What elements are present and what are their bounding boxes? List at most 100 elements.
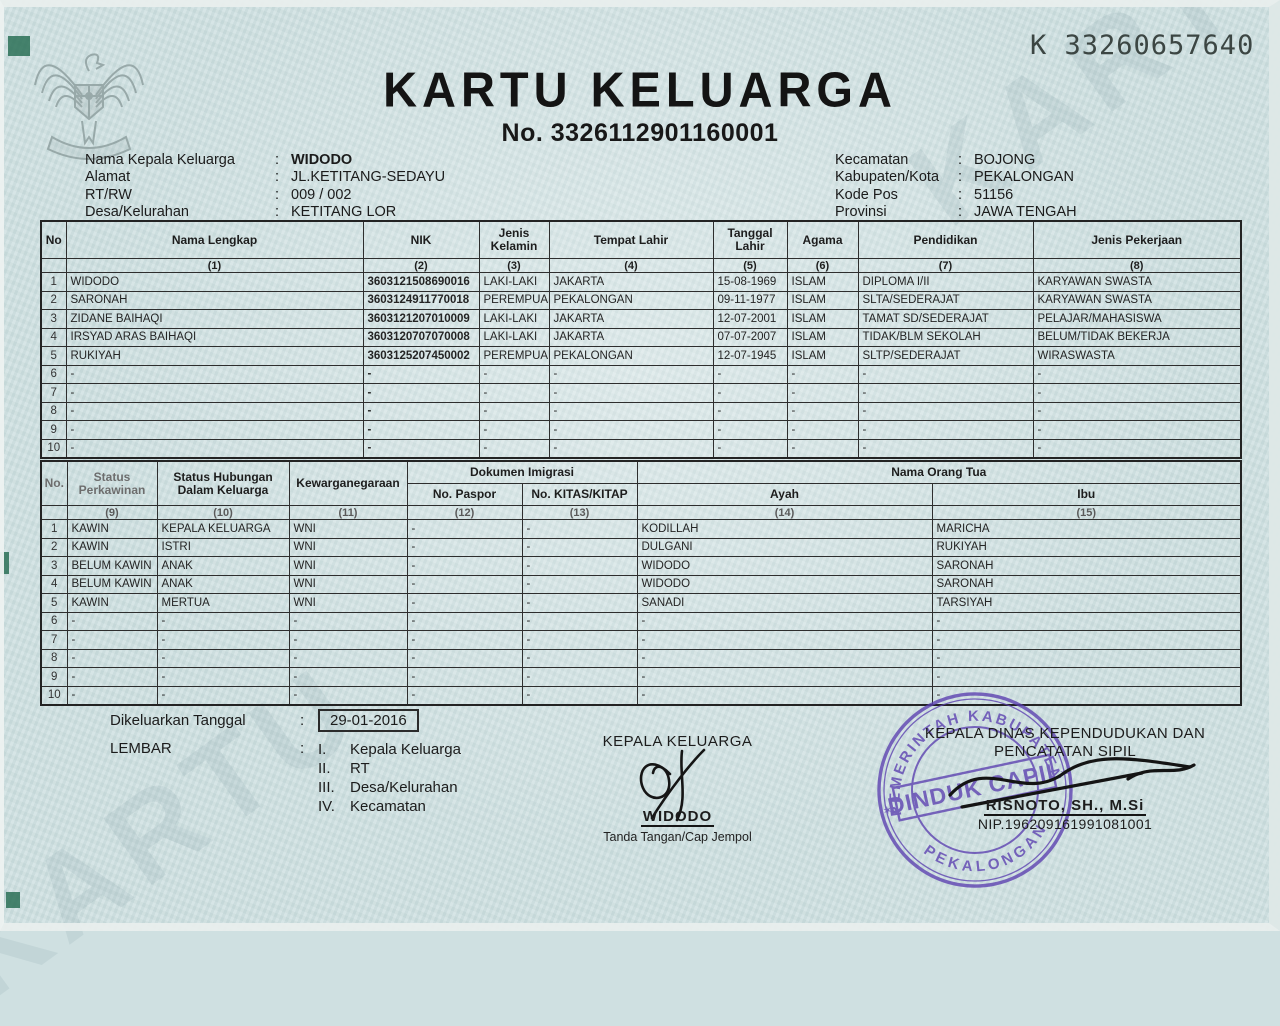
column-header: Tanggal Lahir [712,220,788,259]
colon: : [275,186,280,203]
column-header: Tempat Lahir [548,220,714,259]
table-cell: - [65,438,364,459]
column-header: Jenis Kelamin [478,220,550,259]
info-row: Provinsi: JAWA TENGAH [835,204,1077,221]
table-cell: 1 [40,272,67,292]
table-row: 8------- [40,648,1242,668]
info-label: RT/RW [85,186,132,203]
signatory-title-line2: PENCATATAN SIPIL [993,743,1137,760]
table-cell: - [712,364,788,384]
column-header: (9) [66,505,158,520]
table-cell: - [362,438,480,459]
colon: : [275,152,280,168]
table-cell: 6 [40,364,67,384]
table-cell: - [1032,364,1242,384]
table-cell: WNI [288,519,408,539]
table-cell: - [65,383,364,403]
table-cell: - [288,648,408,668]
table-cell: - [636,648,933,668]
table-cell: - [406,648,523,668]
table-cell: - [786,364,859,384]
table-cell: - [66,667,158,687]
table-cell: - [66,648,158,668]
column-header: Status Hubungan Dalam Keluarga [156,460,290,506]
column-header: (12) [406,505,523,520]
table-cell: WIRASWASTA [1032,346,1242,366]
info-value: 009 / 002 [291,186,352,203]
info-value: JAWA TENGAH [974,204,1077,221]
column-header: (8) [1032,258,1242,273]
table-cell: SLTA/SEDERAJAT [857,290,1034,310]
table-cell: ISLAM [786,346,859,366]
column-header: Pendidikan [857,220,1034,259]
table-cell: - [156,611,290,631]
table-cell: - [521,556,638,576]
table-row: 5 KAWIN MERTUA WNI - - SANADI TARSIYAH [40,593,1242,613]
info-value: BOJONG [974,152,1036,168]
table-row: 10- - - - - - - - [40,438,1242,459]
garuda-emblem-icon [34,53,144,160]
table-cell: - [548,364,714,384]
lembar-item-label: Kepala Keluarga [350,741,461,758]
table-cell: 09-11-1977 [712,290,788,310]
table-cell: 12-07-2001 [712,309,788,329]
table-cell: TIDAK/BLM SEKOLAH [857,327,1034,347]
colon: : [958,152,963,168]
issued-date-value: 29-01-2016 [318,709,419,732]
table-row: 3 BELUM KAWIN ANAK WNI - - WIDODO SARONAH [40,556,1242,576]
table-cell: 10 [40,438,67,459]
table-cell: - [156,648,290,668]
head-of-family-signature-block: KEPALA KELUARGA WIDODO Tanda Tangan/Cap … [570,733,785,844]
table-cell: WNI [288,574,408,594]
lembar-row: LEMBAR : I. Kepala Keluarga II. RT III. Desa/… [110,740,461,816]
lembar-item-numeral: III. [318,779,335,796]
table-cell: PEKALONGAN [548,346,714,366]
table-cell: - [406,667,523,687]
table-cell: - [65,364,364,384]
table-cell: - [786,420,859,440]
table-cell: - [521,574,638,594]
table-cell: 3603121508690016 [362,272,480,292]
table-cell: IRSYAD ARAS BAIHAQI [65,327,364,347]
table-cell: SARONAH [65,290,364,310]
table-cell: DULGANI [636,537,933,557]
table-cell: PEKALONGAN [548,290,714,310]
column-header: Agama [786,220,859,259]
table-cell: - [521,667,638,687]
column-header: (2) [362,258,480,273]
table-cell: - [288,611,408,631]
column-header: (5) [712,258,788,273]
table-cell: - [857,438,1034,459]
signature-title: KEPALA KELUARGA [602,733,753,750]
lembar-item: IV. Kecamatan [318,797,461,816]
table-cell: 2 [40,290,67,310]
info-label: Alamat [85,169,131,186]
table-cell: - [362,383,480,403]
table-cell: - [478,364,550,384]
table-cell: ANAK [156,574,290,594]
colon: : [300,740,305,757]
table-cell: - [521,537,638,557]
table-cell: - [362,401,480,421]
colon: : [958,186,963,203]
table-cell: 12-07-1945 [712,346,788,366]
table-cell: WIDODO [65,272,364,292]
table-row: 2 KAWIN ISTRI WNI - - DULGANI RUKIYAH [40,537,1242,557]
table-cell: PELAJAR/MAHASISWA [1032,309,1242,329]
lembar-item: I. Kepala Keluarga [318,740,461,759]
info-row: Kabupaten/Kota: PEKALONGAN [835,169,1077,186]
table-cell: 9 [40,420,67,440]
table-cell: - [786,401,859,421]
table-cell: 5 [40,593,68,613]
table-cell: WIDODO [636,556,933,576]
table-cell: - [478,420,550,440]
table-cell: 3 [40,309,67,329]
column-header: No. Paspor [406,483,523,506]
table-cell: - [66,611,158,631]
table-row: 7-------- [40,383,1242,403]
lembar-item-numeral: II. [318,760,331,777]
table-cell: - [156,685,290,706]
table-cell: KODILLAH [636,519,933,539]
table-cell: BELUM/TIDAK BEKERJA [1032,327,1242,347]
table-cell: 6 [40,611,68,631]
